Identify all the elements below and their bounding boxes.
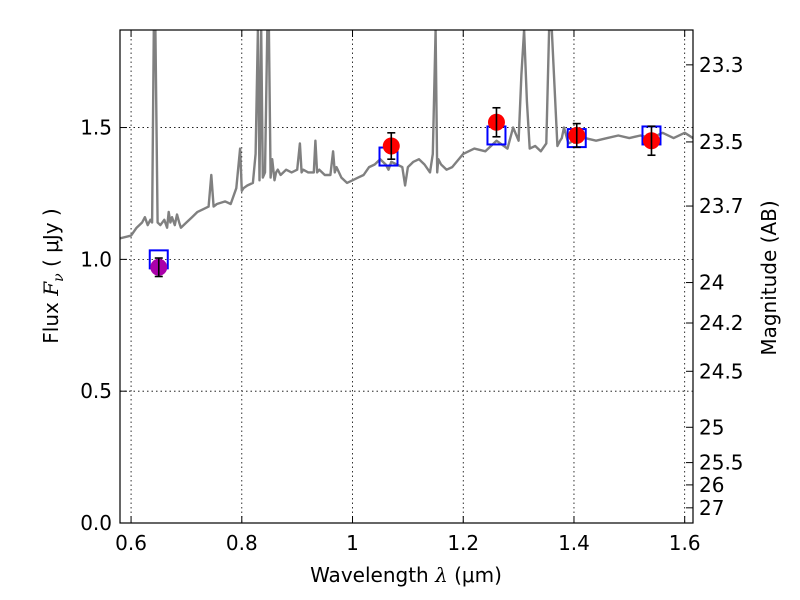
grid-lines [120,30,693,524]
plot-frame [119,29,694,524]
magnitude-tick-label: 24.5 [699,359,744,383]
magnitude-tick-label: 23.7 [699,194,744,218]
magnitude-tick-label: 25 [699,415,724,439]
model-spectrum-line [120,30,693,240]
magnitude-axis-title: Magnitude (AB) [757,200,781,355]
x-tick-label: 1 [346,531,359,555]
magnitude-tick-label: 24.2 [699,311,744,335]
magnitude-tick-label: 25.5 [699,451,744,475]
y-axis-title: Flux Fν ( μJy ) [39,208,67,343]
y-tick-label: 1.5 [80,116,112,140]
y-axis-ticks: 0.0 0.5 1.0 1.5 [80,116,127,535]
magnitude-tick-label: 26 [699,473,724,497]
magnitude-tick-label: 27 [699,496,724,520]
plot-contents [120,30,693,278]
x-tick-label: 1.6 [669,531,701,555]
y-tick-label: 0.0 [80,511,112,535]
magnitude-tick-label: 24 [699,271,724,295]
magnitude-tick-label: 23.3 [699,53,744,77]
x-axis-title: Wavelength λ (μm) [310,563,502,587]
x-tick-label: 0.8 [226,531,258,555]
x-tick-label: 1.4 [558,531,590,555]
x-tick-label: 1.2 [447,531,479,555]
magnitude-tick-label: 23.5 [699,130,744,154]
model-photometry-squares [148,125,662,270]
observed-photometry-circles [150,106,660,278]
x-tick-label: 0.6 [115,531,147,555]
x-axis-ticks: 0.6 0.8 1 1.2 1.4 1.6 [115,30,701,555]
y-tick-label: 0.5 [80,379,112,403]
y-tick-label: 1.0 [80,247,112,271]
